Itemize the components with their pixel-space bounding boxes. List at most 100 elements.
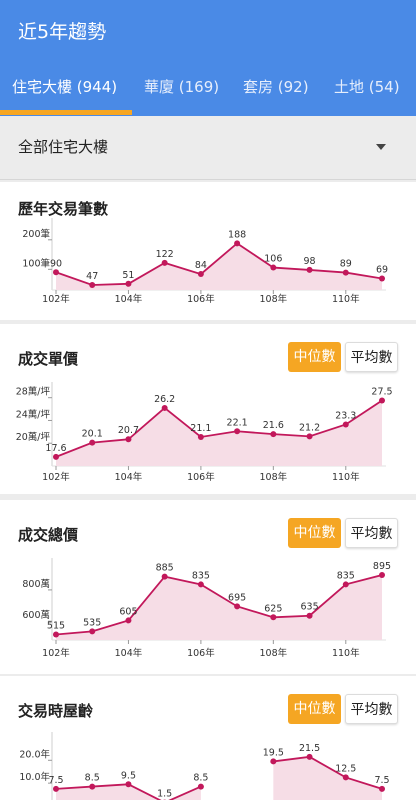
data-point (197, 271, 204, 278)
data-point (89, 783, 96, 790)
data-point (270, 614, 277, 621)
data-label: 8.5 (85, 773, 100, 784)
card-transaction-count: 歷年交易筆數 200筆 100筆 90 47 51 122 84 188 106 98 89 69 10… (0, 182, 416, 320)
data-point (379, 275, 385, 282)
x-tick-label: 110年 (332, 293, 360, 305)
data-point (234, 603, 241, 610)
data-label: 885 (156, 563, 174, 574)
y-tick-label: 28萬/坪 (16, 386, 51, 398)
series-line (55, 399, 383, 458)
data-point (270, 431, 277, 438)
data-label: 535 (83, 617, 101, 628)
area-fill (56, 243, 382, 290)
tab-residential-building[interactable]: 住宅大樓 (944) (12, 78, 118, 96)
data-label: 695 (228, 592, 246, 603)
data-label: 23.3 (335, 410, 356, 421)
tab-huasha[interactable]: 華廈 (169) (144, 78, 220, 96)
data-label: 19.5 (263, 747, 284, 758)
x-tick-label: 104年 (115, 471, 143, 483)
tab-studio[interactable]: 套房 (92) (243, 78, 309, 96)
area-fill (56, 400, 382, 466)
data-label: 635 (300, 602, 318, 613)
data-point (306, 753, 313, 760)
data-point (306, 433, 313, 440)
data-point (270, 758, 277, 765)
y-tick-label: 24萬/坪 (16, 408, 51, 420)
page-title: 近5年趨勢 (18, 21, 107, 43)
data-point (234, 428, 241, 435)
series-line (55, 242, 383, 286)
x-tick-label: 104年 (115, 647, 143, 659)
data-point (89, 439, 96, 446)
x-tick-label: 102年 (42, 293, 70, 305)
area-fill (56, 575, 382, 640)
data-label: 7.5 (48, 775, 63, 786)
data-point (89, 628, 96, 635)
average-toggle-button[interactable]: 平均數 (345, 518, 398, 548)
x-tick-label: 104年 (115, 293, 143, 305)
data-label: 20.7 (118, 425, 139, 436)
data-point (342, 774, 349, 781)
data-label: 98 (304, 256, 316, 267)
data-label: 122 (156, 249, 174, 260)
data-label: 21.6 (263, 420, 284, 431)
data-point (306, 266, 313, 273)
y-tick-label: 20.0年 (19, 748, 50, 760)
data-label: 515 (47, 621, 65, 632)
data-point (342, 269, 349, 276)
data-label: 625 (264, 603, 282, 614)
card-unit-price: 成交單價 中位數 平均數 28萬/坪 24萬/坪 20萬/坪 17.6 20.1 20.7… (0, 324, 416, 494)
median-toggle-button[interactable]: 中位數 (288, 518, 341, 548)
data-point (161, 259, 168, 266)
data-label: 90 (50, 258, 62, 269)
data-point (306, 612, 313, 619)
average-toggle-button[interactable]: 平均數 (345, 694, 398, 724)
data-label: 21.2 (299, 422, 320, 433)
data-label: 26.2 (154, 394, 175, 405)
data-label: 9.5 (121, 770, 136, 781)
data-label: 835 (337, 570, 355, 581)
y-tick-label: 600萬 (22, 609, 50, 621)
tab-land[interactable]: 土地 (54) (334, 78, 400, 96)
card-title: 歷年交易筆數 (18, 200, 109, 218)
series-line (273, 755, 383, 790)
y-tick-label: 20萬/坪 (16, 431, 51, 443)
data-point (234, 240, 241, 247)
data-label: 47 (86, 271, 98, 282)
average-toggle-button[interactable]: 平均數 (345, 342, 398, 372)
x-tick-label: 102年 (42, 471, 70, 483)
x-tick-label: 106年 (187, 293, 215, 305)
median-toggle-button[interactable]: 中位數 (288, 342, 341, 372)
data-label: 89 (340, 259, 352, 270)
data-point (53, 269, 59, 276)
chart-unit-price: 28萬/坪 24萬/坪 20萬/坪17.6 20.1 20.7 26.2 21.1 22.1 2… (16, 382, 393, 483)
data-label: 69 (376, 264, 388, 275)
data-point (53, 785, 59, 792)
card-building-age: 交易時屋齡 中位數 平均數 20.0年 10.0年 7.5 8.5 9.5 1.5 8.5 1… (0, 676, 416, 800)
data-point (379, 397, 385, 404)
data-label: 17.6 (45, 443, 66, 454)
median-toggle-button[interactable]: 中位數 (288, 694, 341, 724)
data-label: 21.5 (299, 743, 320, 754)
card-title: 成交總價 (18, 526, 79, 544)
x-tick-label: 106年 (187, 647, 215, 659)
data-label: 8.5 (193, 773, 208, 784)
data-label: 22.1 (227, 417, 248, 428)
data-point (342, 421, 349, 428)
data-label: 12.5 (335, 763, 356, 774)
data-label: 188 (228, 229, 246, 240)
y-tick-label: 100筆 (22, 257, 50, 269)
data-label: 7.5 (374, 775, 389, 786)
data-label: 1.5 (157, 789, 172, 800)
building-type-dropdown[interactable]: 全部住宅大樓 (0, 116, 416, 180)
y-tick-label: 10.0年 (19, 771, 50, 783)
category-tabs: 住宅大樓 (944) 華廈 (169) 套房 (92) 土地 (54) (0, 70, 416, 116)
data-point (125, 617, 132, 624)
data-point (379, 572, 385, 579)
data-point (53, 453, 59, 460)
card-title: 交易時屋齡 (18, 702, 94, 720)
data-label: 605 (119, 606, 137, 617)
data-label: 21.1 (190, 423, 211, 434)
